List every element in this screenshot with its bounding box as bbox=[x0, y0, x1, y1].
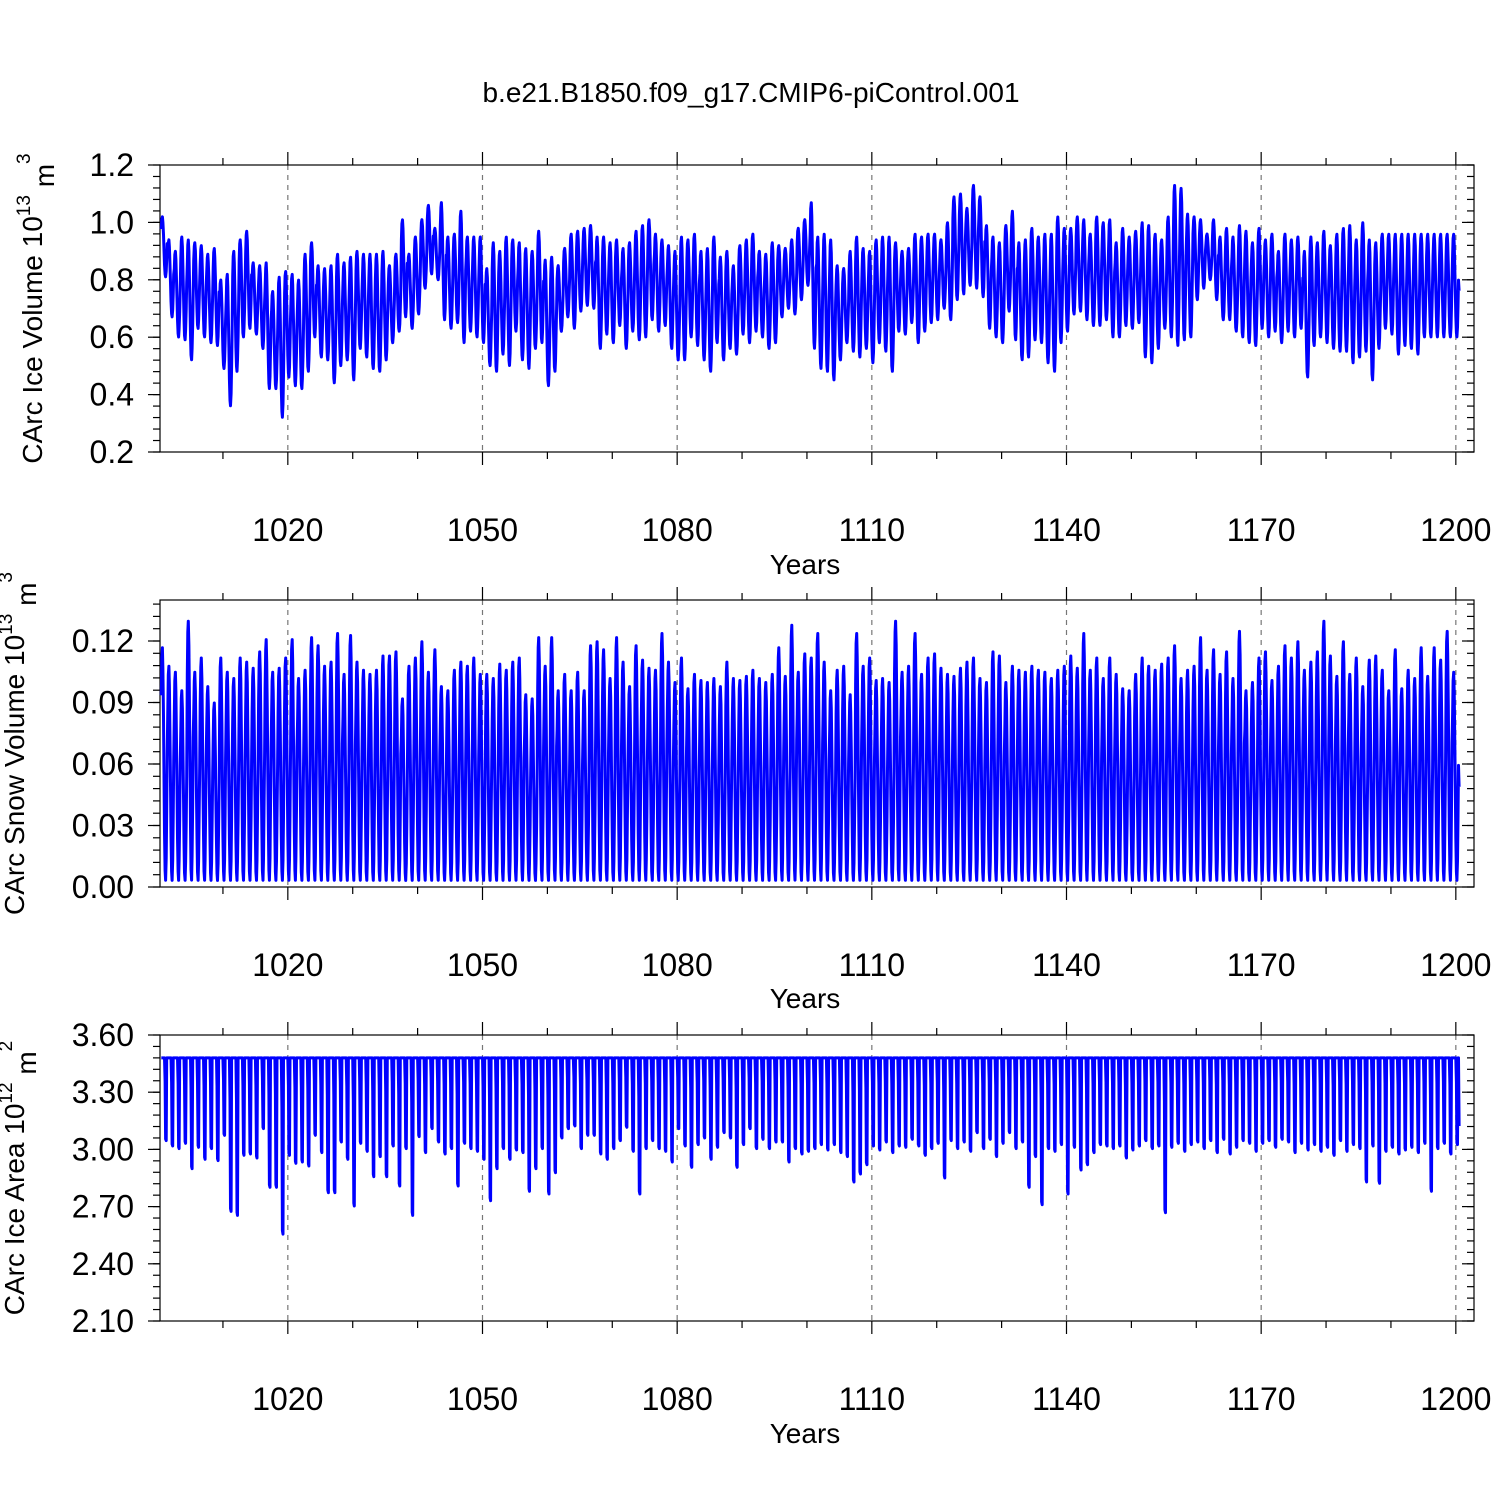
y-tick-label: 1.2 bbox=[90, 147, 134, 183]
y-axis-label-ylabel-exp: 13 bbox=[0, 614, 17, 635]
x-axis-label: Years bbox=[770, 983, 841, 1014]
x-tick-label: 1140 bbox=[1032, 512, 1101, 548]
y-tick-label: 3.30 bbox=[72, 1074, 134, 1110]
x-tick-label: 1080 bbox=[642, 1381, 713, 1417]
y-tick-label: 0.00 bbox=[72, 869, 134, 905]
x-tick-label: 1080 bbox=[642, 512, 713, 548]
y-tick-label: 0.12 bbox=[72, 623, 134, 659]
y-tick-label: 2.10 bbox=[72, 1303, 134, 1339]
y-tick-label: 2.70 bbox=[72, 1189, 134, 1225]
series-line-2 bbox=[159, 619, 1461, 882]
x-tick-label: 1050 bbox=[447, 512, 518, 548]
y-axis-label-ylabel-exp: 13 bbox=[14, 195, 35, 216]
y-tick-label: 3.00 bbox=[72, 1131, 134, 1167]
x-tick-label: 1110 bbox=[839, 512, 905, 548]
y-tick-label: 0.06 bbox=[72, 746, 134, 782]
x-axis-label: Years bbox=[770, 1418, 841, 1449]
x-tick-label: 1170 bbox=[1227, 947, 1296, 983]
x-tick-label: 1200 bbox=[1420, 512, 1491, 548]
y-axis-label-ylabel: CArc Snow Volume 10 bbox=[0, 635, 30, 915]
y-tick-label: 3.60 bbox=[72, 1017, 134, 1053]
y-axis-label-ylabel-unit: m bbox=[11, 1051, 42, 1082]
y-axis-label-ylabel: CArc Ice Area 10 bbox=[0, 1104, 30, 1316]
x-tick-label: 1110 bbox=[839, 1381, 905, 1417]
x-tick-label: 1170 bbox=[1227, 1381, 1296, 1417]
y-tick-label: 0.4 bbox=[90, 377, 134, 413]
y-axis-label-ylabel-exp: 12 bbox=[0, 1082, 17, 1103]
x-axis-label: Years bbox=[770, 549, 841, 580]
x-tick-label: 1020 bbox=[252, 947, 323, 983]
y-axis-label-ylabel-unit-exp: 2 bbox=[0, 1041, 17, 1052]
x-tick-label: 1170 bbox=[1227, 512, 1296, 548]
x-tick-label: 1140 bbox=[1032, 1381, 1101, 1417]
y-axis-label-ylabel-unit: m bbox=[29, 164, 60, 195]
x-tick-label: 1050 bbox=[447, 1381, 518, 1417]
plot-frame bbox=[159, 599, 1475, 888]
y-axis-label: CArc Ice Volume 1013 m3 bbox=[14, 153, 60, 463]
y-axis-label: CArc Snow Volume 1013 m3 bbox=[0, 572, 42, 915]
y-tick-label: 0.09 bbox=[72, 685, 134, 721]
x-tick-label: 1200 bbox=[1420, 1381, 1491, 1417]
panels: 1020 1050 1080 1110 1140 1170 1200 0.2 0.4 0.6 0.8… bbox=[0, 147, 1491, 1449]
plot-frame bbox=[159, 1034, 1475, 1322]
x-tick-label: 1050 bbox=[447, 947, 518, 983]
y-tick-label: 0.8 bbox=[90, 262, 134, 298]
y-tick-label: 1.0 bbox=[90, 204, 134, 240]
y-axis-label-ylabel-unit-exp: 3 bbox=[14, 153, 35, 164]
x-tick-label: 1080 bbox=[642, 947, 713, 983]
series-line-1 bbox=[159, 183, 1461, 419]
y-tick-label: 0.2 bbox=[90, 434, 134, 470]
panel-3: 1020 1050 1080 1110 1140 1170 1200 2.10 2.40 2.70… bbox=[0, 1017, 1491, 1449]
y-axis-label-ylabel-unit-exp: 3 bbox=[0, 572, 17, 583]
y-tick-label: 2.40 bbox=[72, 1246, 134, 1282]
y-tick-label: 0.03 bbox=[72, 808, 134, 844]
y-axis-label-ylabel: CArc Ice Volume 10 bbox=[17, 216, 48, 463]
y-axis-label: CArc Ice Area 1012 m2 bbox=[0, 1041, 42, 1315]
panel-2: 1020 1050 1080 1110 1140 1170 1200 0.00 0.03 0.06… bbox=[0, 572, 1491, 1014]
x-tick-label: 1020 bbox=[252, 1381, 323, 1417]
y-tick-label: 0.6 bbox=[90, 319, 134, 355]
y-axis-label-ylabel-unit: m bbox=[11, 583, 42, 614]
figure-title: b.e21.B1850.f09_g17.CMIP6-piControl.001 bbox=[482, 77, 1019, 108]
plot-frame bbox=[159, 164, 1475, 453]
panel-1: 1020 1050 1080 1110 1140 1170 1200 0.2 0.4 0.6 0.8… bbox=[14, 147, 1491, 580]
series-line-3 bbox=[160, 1056, 1461, 1236]
x-tick-label: 1020 bbox=[252, 512, 323, 548]
x-tick-label: 1200 bbox=[1420, 947, 1491, 983]
x-tick-label: 1110 bbox=[839, 947, 905, 983]
x-tick-label: 1140 bbox=[1032, 947, 1101, 983]
